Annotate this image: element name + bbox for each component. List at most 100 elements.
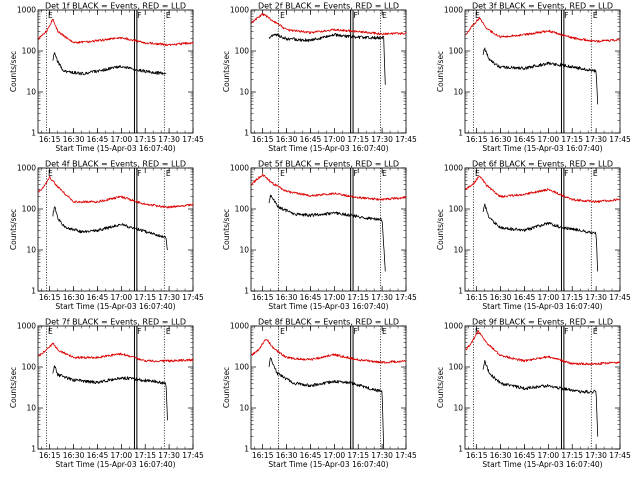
marker-label: E [280,11,285,20]
y-tick-label: 1 [458,129,463,138]
marker-label: E [593,11,598,20]
events-series-line [52,52,167,76]
plot-frame [37,167,194,292]
y-tick-label: 1 [31,129,36,138]
marker-label: E [280,327,285,336]
y-tick-label: 1000 [17,164,36,173]
plot-frame [250,325,407,450]
x-tick-label: 16:45 [300,135,322,144]
y-axis-label: Counts/sec [9,209,18,250]
x-axis-label: Start Time (15-Apr-03 16:07:40) [55,460,175,469]
x-tick-label: 17:30 [158,135,180,144]
y-tick-label: 1000 [230,322,249,331]
plot-frame [37,325,194,450]
y-tick-label: 100 [449,47,464,56]
x-tick-label: 17:15 [134,135,156,144]
x-tick-label: 16:30 [490,451,512,460]
y-tick-label: 1000 [444,164,463,173]
x-tick-label: 17:00 [324,135,346,144]
y-tick-label: 1 [31,287,36,296]
panel-title: Det 5f BLACK = Events, RED = LLD [258,160,399,169]
marker-label: F [137,169,141,178]
marker-label: E [166,11,171,20]
detector-panel: Det 5f BLACK = Events, RED = LLD 1 10 100 10… [222,160,417,312]
x-tick-label: 17:15 [561,135,583,144]
x-axis-label: Start Time (15-Apr-03 16:07:40) [55,302,175,311]
x-tick-label: 16:45 [87,135,109,144]
y-tick-label: 100 [449,205,464,214]
events-series-line [268,357,385,450]
x-tick-label: 16:30 [276,135,298,144]
x-axis-label: Start Time (15-Apr-03 16:07:40) [268,302,388,311]
x-tick-label: 16:45 [514,293,536,302]
y-tick-label: 10 [26,404,36,413]
marker-label: E [48,11,53,20]
y-tick-label: 1000 [444,6,463,15]
y-tick-label: 1 [244,287,249,296]
y-tick-label: 100 [449,363,464,372]
marker-label: F [137,11,141,20]
y-tick-label: 1000 [230,164,249,173]
x-tick-label: 16:30 [276,451,298,460]
y-tick-label: 1000 [17,322,36,331]
x-tick-label: 16:15 [39,451,61,460]
y-axis-label: Counts/sec [9,51,18,92]
x-tick-label: 17:00 [111,293,133,302]
plot-frame [37,9,194,134]
marker-label: E [382,327,387,336]
x-tick-label: 17:45 [395,135,417,144]
panel-title: Det 6f BLACK = Events, RED = LLD [472,160,613,169]
marker-label: E [48,169,53,178]
x-tick-label: 16:15 [252,135,274,144]
marker-label: F [564,327,568,336]
x-tick-label: 16:30 [490,135,512,144]
y-tick-label: 1 [458,287,463,296]
lld-series-line [38,342,194,363]
plot-frame [250,167,407,292]
x-tick-label: 17:15 [347,135,369,144]
marker-label: E [475,169,480,178]
marker-label: F [353,169,357,178]
y-axis-label: Counts/sec [222,367,231,408]
x-tick-label: 16:15 [466,293,488,302]
y-tick-label: 100 [22,47,37,56]
y-tick-label: 100 [235,47,250,56]
lld-series-line [465,176,621,204]
panel-title: Det 9f BLACK = Events, RED = LLD [472,318,613,327]
x-tick-label: 17:15 [561,293,583,302]
x-tick-label: 17:45 [182,135,204,144]
x-tick-label: 17:00 [324,293,346,302]
detector-panel: Det 8f BLACK = Events, RED = LLD 1 10 100 10… [222,318,417,470]
x-tick-label: 16:15 [466,135,488,144]
marker-label: E [48,327,53,336]
x-axis-label: Start Time (15-Apr-03 16:07:40) [482,460,602,469]
x-axis-label: Start Time (15-Apr-03 16:07:40) [55,144,175,153]
y-axis-label: Counts/sec [436,367,445,408]
detector-panel: Det 3f BLACK = Events, RED = LLD 1 10 100 10… [436,2,631,154]
x-tick-label: 16:45 [87,451,109,460]
x-tick-label: 17:30 [585,451,607,460]
panel-title: Det 2f BLACK = Events, RED = LLD [258,2,399,11]
x-tick-label: 17:00 [324,451,346,460]
y-tick-label: 1 [244,129,249,138]
y-tick-label: 10 [239,246,249,255]
y-tick-label: 10 [453,404,463,413]
x-tick-label: 17:30 [585,135,607,144]
x-tick-label: 16:15 [39,293,61,302]
x-tick-label: 17:00 [538,451,560,460]
x-tick-label: 16:15 [252,293,274,302]
x-tick-label: 17:45 [609,135,631,144]
events-series-line [482,203,599,272]
detector-panel: Det 7f BLACK = Events, RED = LLD 1 10 100 10… [9,318,204,470]
x-tick-label: 17:30 [585,293,607,302]
marker-label: E [280,169,285,178]
x-tick-label: 17:45 [182,451,204,460]
y-tick-label: 1000 [444,322,463,331]
x-tick-label: 16:30 [63,293,85,302]
x-axis-label: Start Time (15-Apr-03 16:07:40) [482,144,602,153]
detector-panel: Det 2f BLACK = Events, RED = LLD 1 10 100 10… [222,2,417,154]
y-tick-label: 1 [31,445,36,454]
plot-frame [464,167,621,292]
x-tick-label: 17:30 [158,293,180,302]
